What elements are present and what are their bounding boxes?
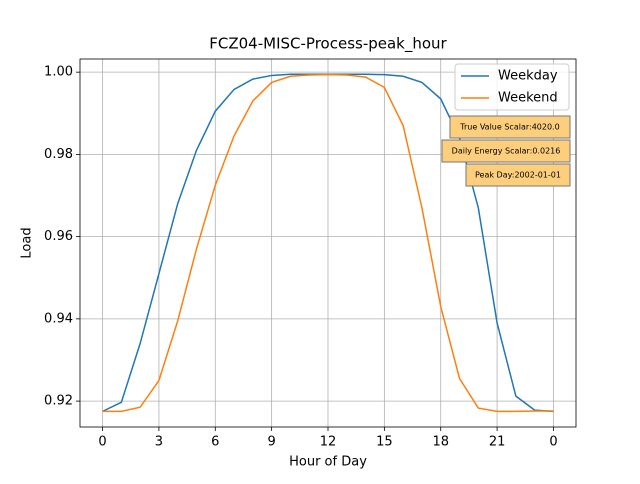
x-tick-label: 18 bbox=[432, 435, 449, 450]
line bbox=[102, 73, 554, 413]
annotation-box bbox=[465, 163, 571, 187]
x-tick-label: 12 bbox=[320, 435, 337, 450]
x-tick-label: 3 bbox=[155, 435, 163, 450]
annotation-box bbox=[449, 115, 571, 139]
y-axis-label: Load bbox=[20, 227, 35, 258]
annotation: Daily Energy Scalar:0.0216 bbox=[452, 147, 561, 156]
y-tick-label: 1.00 bbox=[44, 65, 73, 80]
x-tick-label: 21 bbox=[489, 435, 506, 450]
x-tick-label: 15 bbox=[376, 435, 393, 450]
x-tick-label: 6 bbox=[211, 435, 219, 450]
y-tick-label: 0.92 bbox=[44, 394, 73, 409]
chart-title: FCZ04-MISC-Process-peak_hour bbox=[209, 35, 447, 54]
plot-frame bbox=[79, 58, 577, 428]
y-tick-label: 0.96 bbox=[44, 229, 73, 244]
x-tick-label: 9 bbox=[267, 435, 275, 450]
annotation-box bbox=[441, 139, 571, 163]
x-tick-label: 0 bbox=[98, 435, 106, 450]
legend-label: Weekday bbox=[498, 69, 558, 84]
x-axis-label: Hour of Day bbox=[289, 455, 367, 470]
x-tick-label: 0 bbox=[549, 435, 557, 450]
legend-label: Weekend bbox=[498, 91, 558, 106]
y-tick-label: 0.98 bbox=[44, 147, 73, 162]
annotation: True Value Scalar:4020.0 bbox=[459, 123, 559, 132]
y-tick-label: 0.94 bbox=[44, 311, 73, 326]
annotation: Peak Day:2002-01-01 bbox=[475, 171, 561, 180]
